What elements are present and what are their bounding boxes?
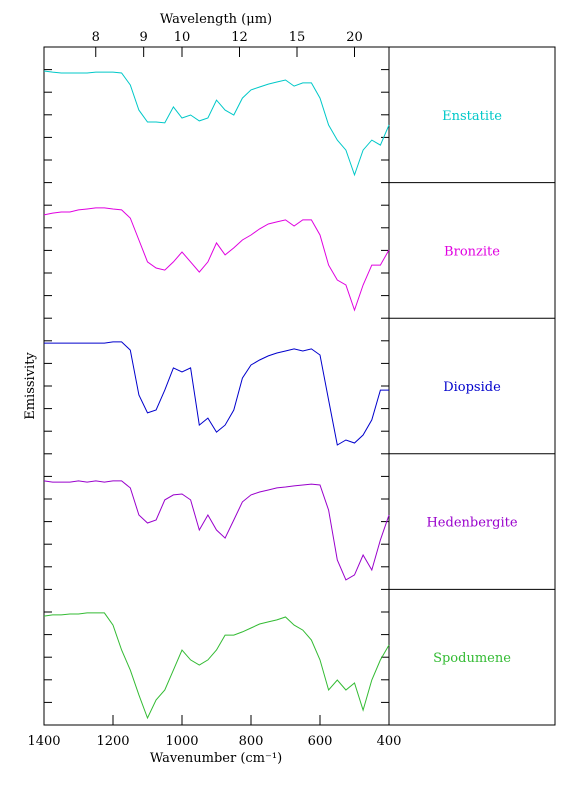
- x2-tick-label: 12: [231, 30, 248, 45]
- spectrum-line: [44, 341, 389, 446]
- legend-label: Bronzite: [444, 244, 500, 259]
- x-tick-label: 1000: [165, 734, 198, 749]
- spectrum-line: [43, 612, 390, 720]
- legend-label: Hedenbergite: [426, 516, 517, 531]
- legend-label: Enstatite: [442, 109, 502, 124]
- top-axis-label: Wavelength (μm): [160, 12, 272, 27]
- x2-tick-label: 15: [289, 30, 306, 45]
- x-tick-label: 1200: [96, 734, 129, 749]
- spectrum-line: [43, 480, 390, 581]
- x-tick-label: 1400: [27, 734, 60, 749]
- x2-tick-label: 9: [140, 30, 148, 45]
- x-tick-label: 800: [239, 734, 264, 749]
- x2-tick-label: 8: [92, 30, 100, 45]
- x-tick-label: 400: [377, 734, 402, 749]
- plot-frame: [43, 46, 390, 726]
- x2-tick-label: 20: [346, 30, 363, 45]
- x-axis-label: Wavenumber (cm⁻¹): [150, 751, 282, 766]
- x2-tick-label: 10: [174, 30, 191, 45]
- legend-label: Spodumene: [433, 651, 511, 666]
- spectrum-line: [43, 207, 390, 312]
- x-tick-label: 600: [308, 734, 333, 749]
- legend-label: Diopside: [443, 380, 501, 395]
- y-axis-label: Emissivity: [23, 352, 38, 420]
- spectrum-line: [43, 70, 390, 177]
